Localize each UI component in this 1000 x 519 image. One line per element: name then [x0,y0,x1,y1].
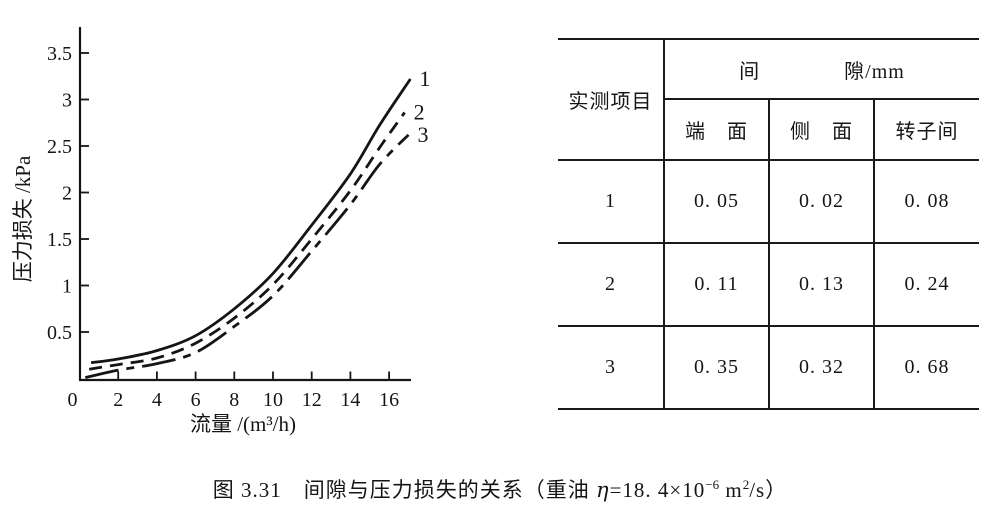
y-tick-label: 0.5 [47,322,72,344]
cell-side-face: 0. 02 [768,159,875,244]
table-subheader-side-face: 侧 面 [768,98,875,161]
x-tick-label: 12 [302,389,322,411]
x-axis-title: 流量 /(m³/h) [190,412,296,436]
x-tick-label: 6 [191,389,201,411]
cell-end-face: 0. 35 [663,325,770,410]
x-tick-label: 0 [68,389,78,411]
caption-unit: m [719,478,743,502]
caption-square: 2 [742,477,750,492]
flow-pressure-chart: 0.5 1 1.5 2 2.5 3 3.5 0 2 4 6 8 10 12 14 16 压力损失 /kPa 流量 … [0,0,520,460]
x-tick-label: 2 [113,389,123,411]
figure-caption: 图 3.31 间隙与压力损失的关系（重油 η=18. 4×10−6 m2/s） [0,474,1000,504]
curve-3 [84,133,410,379]
curve-label-3: 3 [417,122,428,147]
cell-side-face: 0. 32 [768,325,875,410]
caption-text: 图 3.31 间隙与压力损失的关系（重油 [212,478,596,502]
table-row: 3 0. 35 0. 32 0. 68 [558,325,980,410]
table-row: 1 0. 05 0. 02 0. 08 [558,159,980,244]
y-tick-label: 2 [62,183,72,205]
y-tick-label: 2.5 [47,136,72,158]
x-tick-label: 4 [152,389,162,411]
y-tick-label: 1.5 [47,229,72,251]
caption-exponent: −6 [705,477,720,492]
x-tick-label: 8 [229,389,239,411]
row-item-label: 3 [558,325,665,410]
cell-end-face: 0. 11 [663,242,770,327]
curve-label-2: 2 [414,100,425,125]
table-row: 2 0. 11 0. 13 0. 24 [558,242,980,327]
cell-between-rotors: 0. 08 [872,159,980,244]
curve-1 [90,78,412,365]
y-tick-label: 1 [62,276,72,298]
curve-2 [88,111,406,371]
cell-between-rotors: 0. 68 [872,325,980,410]
caption-eta-symbol: η [596,478,610,502]
gap-table-wrap: 实测项目 间 隙/mm 端 面 侧 面 转子间 1 0. 05 0. 02 0.… [558,38,980,410]
x-tick-label: 14 [340,389,360,411]
table-subheader-end-face: 端 面 [663,98,770,161]
table-subheader-between-rotors: 转子间 [872,98,980,161]
y-axis-title: 压力损失 /kPa [11,155,35,282]
gap-table: 实测项目 间 隙/mm 端 面 侧 面 转子间 1 0. 05 0. 02 0.… [558,38,980,410]
cell-side-face: 0. 13 [768,242,875,327]
row-item-label: 2 [558,242,665,327]
row-item-label: 1 [558,159,665,244]
y-tick-label: 3.5 [47,43,72,65]
x-tick-label: 10 [263,389,283,411]
curve-label-1: 1 [419,66,430,91]
cell-end-face: 0. 05 [663,159,770,244]
table-group-header: 间 隙/mm [662,38,980,100]
table-corner-header: 实测项目 [558,38,665,161]
caption-equation: =18. 4×10 [609,478,706,502]
x-tick-label: 16 [379,389,399,411]
caption-unit-end: /s） [749,478,788,502]
y-tick-label: 3 [62,90,72,112]
cell-between-rotors: 0. 24 [872,242,980,327]
